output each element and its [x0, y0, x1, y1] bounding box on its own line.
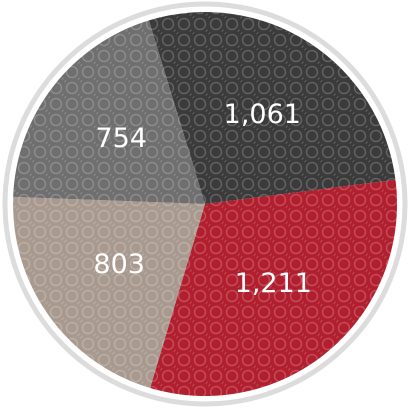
- data-label: 1,061: [224, 99, 301, 130]
- slice-pattern: [12, 196, 206, 388]
- slice-pattern: [150, 179, 398, 397]
- slice-pattern: [148, 11, 396, 204]
- data-label: 1,211: [235, 268, 312, 299]
- data-label: 803: [93, 249, 145, 280]
- data-label: 754: [96, 123, 148, 154]
- slice-pattern: [13, 20, 205, 205]
